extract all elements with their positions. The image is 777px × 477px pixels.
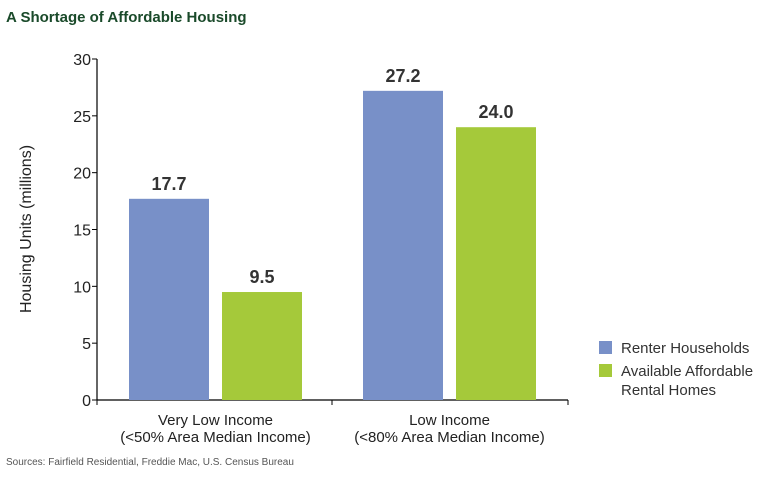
y-axis-label: Housing Units (millions) — [18, 145, 35, 313]
category-label: (<50% Area Median Income) — [120, 429, 311, 446]
source-note: Sources: Fairfield Residential, Freddie … — [6, 457, 294, 468]
bars: 17.7 9.5 27.2 24.0 — [129, 66, 536, 401]
legend-label: Rental Homes — [621, 382, 716, 399]
legend-swatch — [599, 341, 612, 354]
y-tick-label: 25 — [73, 109, 91, 126]
bar — [222, 292, 302, 400]
chart-title: A Shortage of Affordable Housing — [6, 9, 247, 26]
data-label: 24.0 — [478, 102, 513, 122]
bar — [129, 198, 209, 400]
y-tick-label: 20 — [73, 166, 91, 183]
category-label: Low Income — [409, 412, 490, 429]
bar — [363, 90, 443, 401]
category-label: Very Low Income — [158, 412, 273, 429]
y-tick-label: 0 — [82, 393, 91, 410]
data-label: 27.2 — [385, 66, 420, 86]
category-label: (<80% Area Median Income) — [354, 429, 545, 446]
y-tick-label: 10 — [73, 279, 91, 296]
y-tick-label: 5 — [82, 336, 91, 353]
axes: 0 5 10 15 20 25 30 Housing Units (millions) Very… — [18, 52, 569, 446]
legend: Renter Households Available Affordable Ren… — [599, 340, 753, 399]
data-label: 9.5 — [249, 267, 274, 287]
y-tick-label: 15 — [73, 223, 91, 240]
legend-label: Renter Households — [621, 340, 749, 357]
legend-swatch — [599, 364, 612, 377]
legend-label: Available Affordable — [621, 363, 753, 380]
y-tick-label: 30 — [73, 52, 91, 69]
bar — [456, 127, 536, 400]
data-label: 17.7 — [151, 174, 186, 194]
